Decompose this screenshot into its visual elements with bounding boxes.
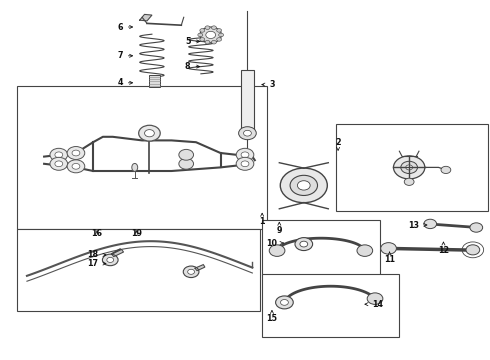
Circle shape <box>290 175 318 195</box>
Circle shape <box>367 293 383 305</box>
Circle shape <box>241 152 249 158</box>
Circle shape <box>200 29 205 32</box>
Circle shape <box>198 33 203 37</box>
Text: 6: 6 <box>117 22 133 31</box>
Text: 1: 1 <box>259 213 265 226</box>
Circle shape <box>72 150 80 156</box>
Circle shape <box>107 257 114 262</box>
Circle shape <box>67 147 85 159</box>
Circle shape <box>179 158 194 169</box>
Circle shape <box>219 33 223 37</box>
Text: 15: 15 <box>267 310 277 323</box>
Circle shape <box>239 127 256 140</box>
Circle shape <box>241 161 249 167</box>
Text: 16: 16 <box>92 230 102 239</box>
Bar <box>17 229 260 311</box>
Text: 17: 17 <box>88 259 106 268</box>
Text: 13: 13 <box>409 220 427 230</box>
Text: 18: 18 <box>88 251 106 259</box>
Polygon shape <box>195 265 205 271</box>
Circle shape <box>466 245 480 255</box>
Bar <box>241 70 254 131</box>
Polygon shape <box>112 249 123 257</box>
Circle shape <box>50 157 68 170</box>
Bar <box>17 86 267 229</box>
Circle shape <box>212 40 217 44</box>
Circle shape <box>139 125 160 141</box>
Circle shape <box>212 26 217 30</box>
Circle shape <box>217 29 221 32</box>
Circle shape <box>297 181 310 190</box>
Circle shape <box>200 27 221 43</box>
Circle shape <box>295 238 313 251</box>
Ellipse shape <box>132 163 138 171</box>
Circle shape <box>404 178 414 185</box>
Circle shape <box>205 26 210 30</box>
Text: 10: 10 <box>267 238 283 248</box>
Circle shape <box>183 266 199 278</box>
Circle shape <box>275 296 293 309</box>
Bar <box>262 220 380 275</box>
Bar <box>262 274 399 337</box>
Text: 14: 14 <box>365 300 383 309</box>
Circle shape <box>280 300 288 305</box>
Text: 8: 8 <box>185 62 200 71</box>
Text: 2: 2 <box>335 138 341 150</box>
Circle shape <box>236 157 254 170</box>
Circle shape <box>470 223 483 232</box>
Circle shape <box>55 152 63 158</box>
Bar <box>336 124 488 211</box>
Circle shape <box>145 130 154 137</box>
Polygon shape <box>140 14 152 21</box>
Text: 12: 12 <box>438 242 449 255</box>
Circle shape <box>441 166 451 174</box>
Circle shape <box>55 161 63 167</box>
Text: 4: 4 <box>117 78 133 87</box>
Circle shape <box>244 130 251 136</box>
Circle shape <box>217 37 221 41</box>
Text: 19: 19 <box>131 230 142 239</box>
Circle shape <box>236 148 254 161</box>
Circle shape <box>102 254 118 266</box>
Circle shape <box>393 156 425 179</box>
Circle shape <box>200 37 205 41</box>
Bar <box>149 75 160 87</box>
Circle shape <box>179 149 194 160</box>
Text: 11: 11 <box>384 252 395 264</box>
Circle shape <box>424 219 437 229</box>
Circle shape <box>280 168 327 203</box>
Circle shape <box>269 245 285 256</box>
Text: 5: 5 <box>185 37 200 46</box>
Circle shape <box>72 163 80 169</box>
Circle shape <box>381 243 396 254</box>
Text: 9: 9 <box>276 222 282 235</box>
Text: 3: 3 <box>262 80 275 89</box>
Circle shape <box>188 269 195 274</box>
Circle shape <box>205 40 210 44</box>
Circle shape <box>50 148 68 161</box>
Circle shape <box>357 245 373 256</box>
Circle shape <box>406 165 413 170</box>
Circle shape <box>401 161 417 174</box>
Circle shape <box>67 160 85 173</box>
Circle shape <box>300 241 308 247</box>
Text: 7: 7 <box>117 51 133 60</box>
Circle shape <box>206 31 216 39</box>
